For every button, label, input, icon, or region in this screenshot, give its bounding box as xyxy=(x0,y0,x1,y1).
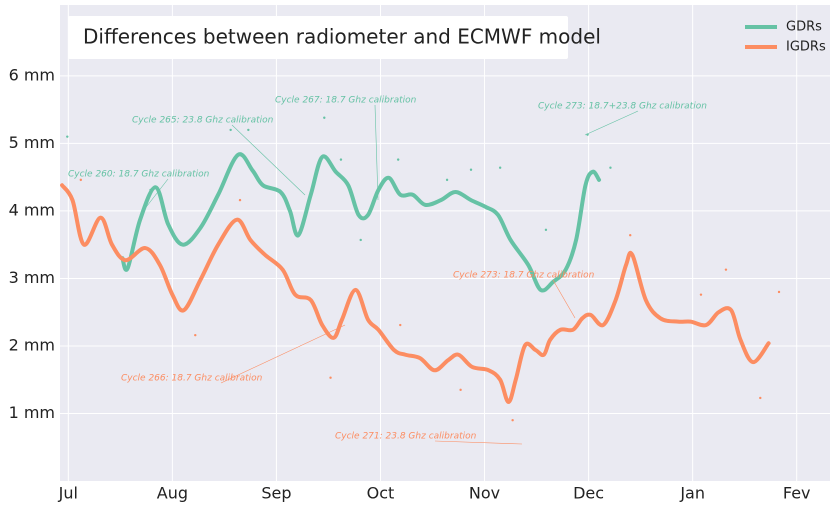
annotation: Cycle 260: 18.7 Ghz calibration xyxy=(68,170,210,180)
scatter-point xyxy=(247,128,250,132)
scatter-point xyxy=(399,323,402,327)
plot-area xyxy=(60,5,830,481)
x-tick-label: Oct xyxy=(367,484,395,503)
annotation-arrow xyxy=(139,178,169,216)
scatter-point xyxy=(699,293,703,296)
scatter-point xyxy=(511,419,514,422)
scatter-point xyxy=(329,376,332,379)
legend-label: GDRs xyxy=(786,20,822,35)
x-tick-label: Nov xyxy=(469,484,500,503)
scatter-point xyxy=(469,168,473,171)
annotation: Cycle 271: 23.8 Ghz calibration xyxy=(335,432,477,442)
title-box xyxy=(68,16,568,59)
annotation-arrow xyxy=(231,124,306,196)
annotation: Cycle 273: 18.7 Ghz calibration xyxy=(453,271,595,281)
x-tick-label: Dec xyxy=(573,484,604,503)
y-tick-label: 6 mm xyxy=(9,65,55,84)
x-tick-label: Aug xyxy=(157,484,188,503)
legend-label: IGDRs xyxy=(786,40,826,55)
chart-title: Differences between radiometer and ECMWF… xyxy=(83,25,601,49)
annotation-arrow xyxy=(220,324,346,384)
x-tick-label: Fev xyxy=(783,484,811,503)
scatter-point xyxy=(629,234,632,237)
scatter-point xyxy=(609,166,612,169)
scatter-point xyxy=(229,128,232,132)
y-tick-label: 4 mm xyxy=(9,200,55,219)
scatter-point xyxy=(79,178,83,182)
x-tick-label: Jul xyxy=(58,484,78,503)
scatter-point xyxy=(498,166,502,169)
y-tick-label: 3 mm xyxy=(9,268,55,287)
scatter-point xyxy=(396,158,400,161)
series-line xyxy=(120,152,601,293)
y-tick-label: 1 mm xyxy=(9,403,55,422)
annotation-arrow xyxy=(374,104,379,201)
annotation-arrow xyxy=(552,279,576,319)
scatter-point xyxy=(544,228,548,232)
scatter-point xyxy=(759,396,762,400)
series-line xyxy=(60,183,771,405)
annotation: Cycle 266: 18.7 Ghz calibration xyxy=(121,374,263,384)
scatter-point xyxy=(323,116,326,119)
annotation: Cycle 265: 23.8 Ghz calibration xyxy=(132,116,274,126)
scatter-point xyxy=(66,135,69,138)
annotation-arrow xyxy=(434,440,523,445)
scatter-point xyxy=(459,388,462,392)
y-tick-label: 2 mm xyxy=(9,335,55,354)
annotation-arrow xyxy=(584,110,639,136)
scatter-point xyxy=(194,333,197,337)
y-tick-label: 5 mm xyxy=(9,133,55,152)
annotation: Cycle 273: 18.7+23.8 Ghz calibration xyxy=(538,102,707,112)
x-tick-label: Jan xyxy=(679,484,705,503)
scatter-point xyxy=(445,178,449,182)
scatter-point xyxy=(339,158,343,161)
scatter-point xyxy=(777,290,781,294)
annotation: Cycle 267: 18.7 Ghz calibration xyxy=(275,96,417,106)
scatter-point xyxy=(238,198,242,202)
scatter-point xyxy=(359,238,362,242)
x-tick-label: Sep xyxy=(261,484,291,503)
scatter-point xyxy=(724,268,728,271)
